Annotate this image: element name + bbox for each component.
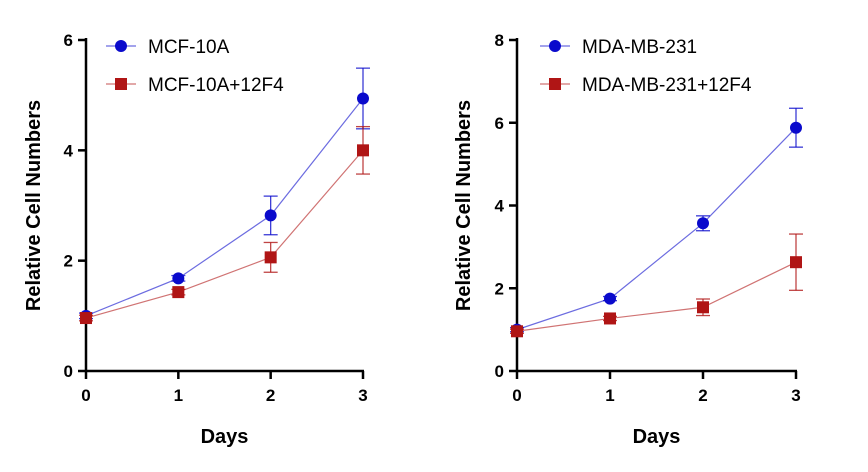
legend-label: MDA-MB-231+12F4: [582, 75, 752, 96]
chart-2: 0 2 4 6 8 0 1 2 3 Days Relative Cell Numbers MDA-MB…: [453, 31, 803, 448]
data-point: [80, 312, 92, 325]
legend-label: MCF-10A+12F4: [148, 75, 284, 96]
x-tick-label: 2: [698, 386, 707, 405]
x-tick-label: 1: [605, 386, 614, 405]
legend-marker: [549, 78, 561, 90]
y-axis-label: Relative Cell Numbers: [453, 100, 475, 311]
x-tick-label: 3: [791, 386, 800, 405]
data-point: [264, 209, 277, 222]
data-point: [790, 256, 802, 269]
data-point: [357, 144, 369, 157]
series-line-1: [516, 127, 797, 331]
data-point: [604, 292, 616, 305]
x-tick-label: 0: [512, 386, 521, 405]
data-point: [511, 325, 523, 338]
y-tick-label: 0: [495, 362, 504, 381]
y-tick-label: 4: [64, 141, 74, 160]
y-tick-label: 2: [495, 279, 504, 298]
legend-label: MDA-MB-231: [582, 37, 697, 58]
data-point: [697, 217, 709, 230]
y-tick-label: 2: [64, 252, 73, 271]
legend: MCF-10A MCF-10A+12F4: [106, 37, 284, 96]
series-line-2: [516, 261, 797, 332]
y-tick-label: 6: [495, 114, 504, 133]
legend: MDA-MB-231 MDA-MB-231+12F4: [540, 37, 752, 96]
legend-marker: [549, 40, 561, 52]
x-tick-label: 0: [81, 386, 90, 405]
data-point: [697, 301, 709, 314]
series-line-2: [85, 149, 364, 319]
x-tick-label: 1: [174, 386, 183, 405]
series-line-1: [85, 98, 364, 317]
x-axis-label: Days: [633, 426, 681, 448]
data-point: [172, 272, 185, 285]
legend-label: MCF-10A: [148, 37, 230, 58]
data-point: [264, 251, 277, 264]
x-tick-label: 3: [358, 386, 367, 405]
y-axis-label: Relative Cell Numbers: [23, 100, 45, 311]
legend-marker: [115, 40, 127, 52]
y-tick-label: 0: [64, 362, 73, 381]
legend-marker: [115, 78, 127, 90]
data-point: [172, 286, 185, 299]
x-tick-label: 2: [266, 386, 275, 405]
x-axis-label: Days: [201, 426, 249, 448]
y-tick-label: 8: [495, 31, 504, 50]
y-tick-label: 4: [495, 197, 505, 216]
y-tick-label: 6: [64, 31, 73, 50]
chart-1: 0 2 4 6 0 1 2 3 Days Relative Cell Numbers MCF-10A…: [23, 31, 370, 448]
data-point: [604, 312, 616, 325]
data-point: [790, 121, 802, 134]
data-point: [357, 92, 369, 105]
